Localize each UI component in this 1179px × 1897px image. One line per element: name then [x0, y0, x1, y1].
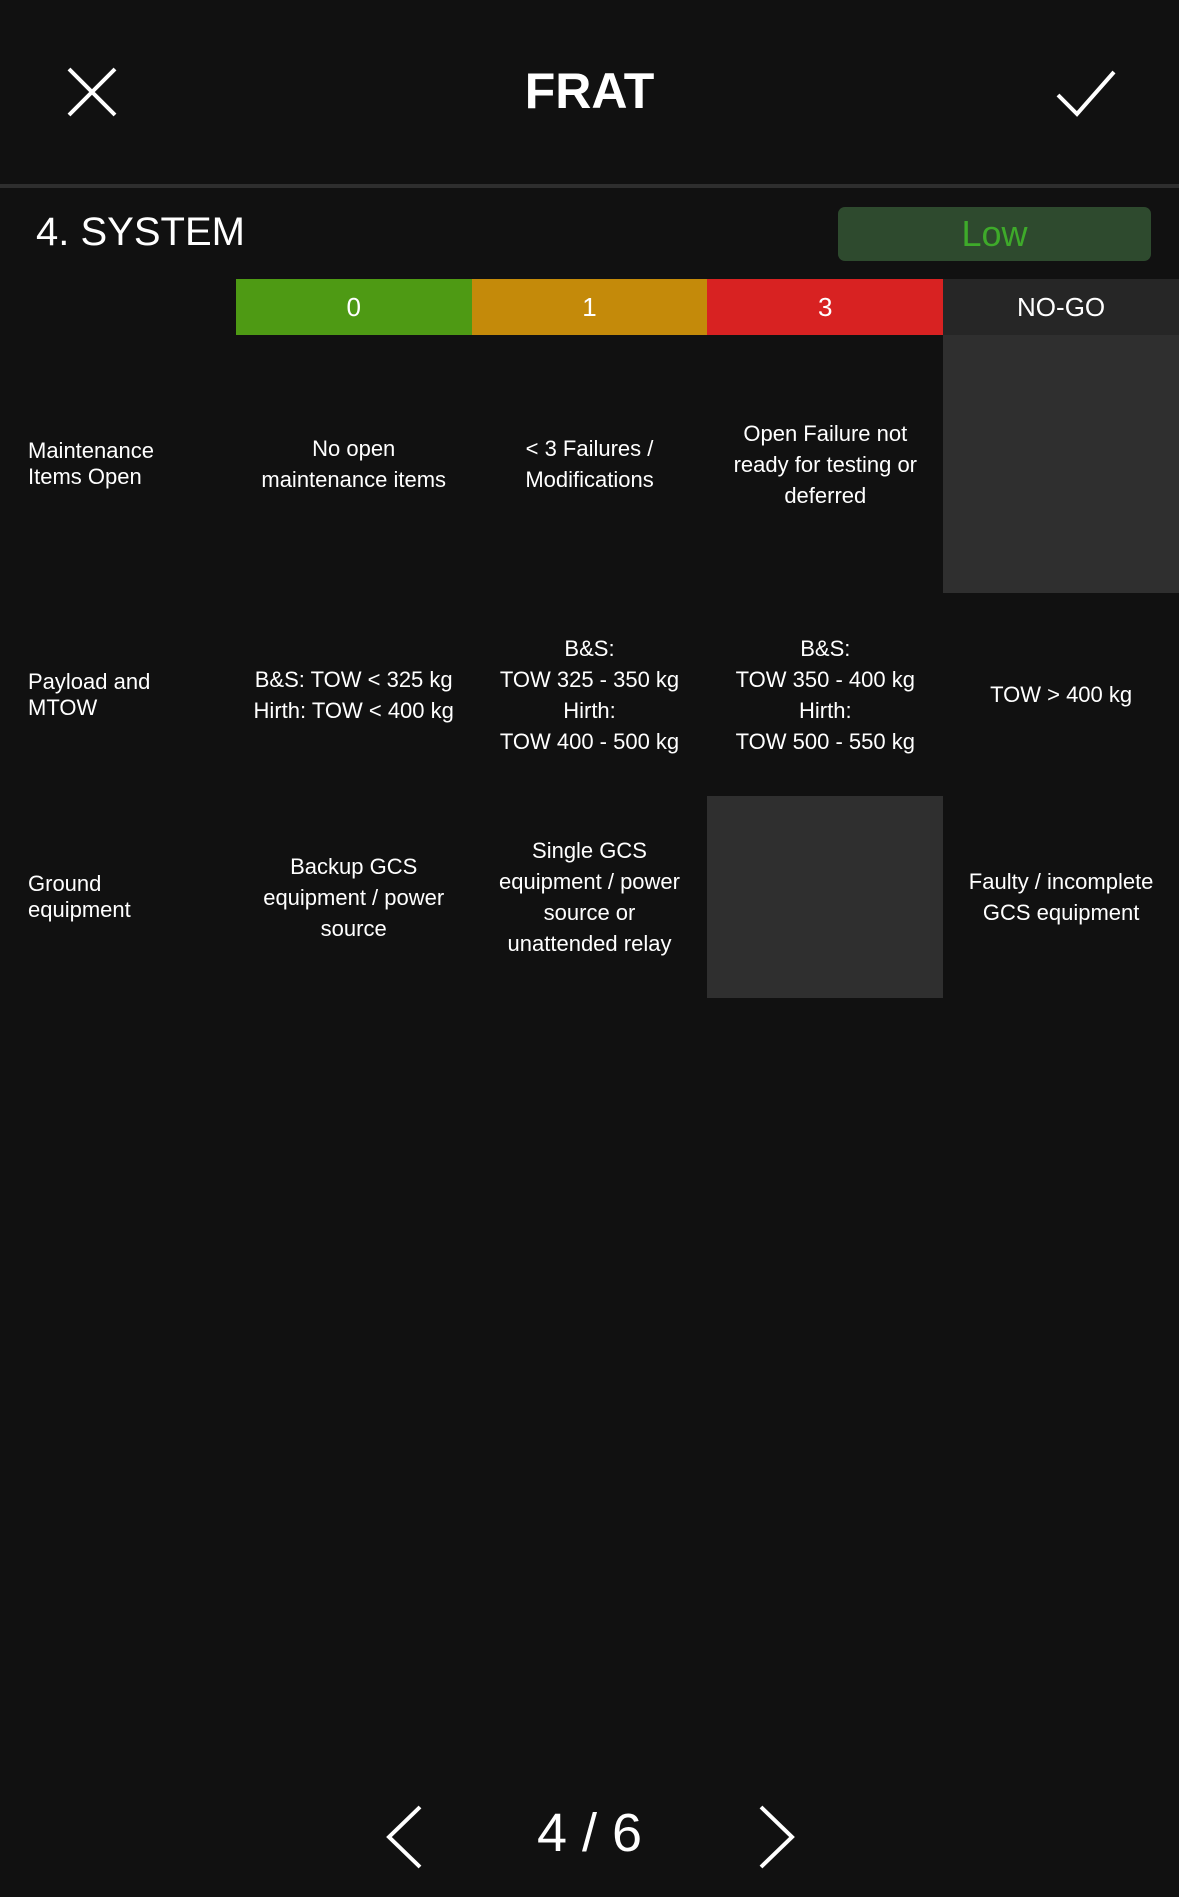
risk-option-cell[interactable]: B&S: TOW < 325 kg Hirth: TOW < 400 kg [253, 666, 454, 723]
pagination: 4 / 6 [0, 1790, 1179, 1880]
risk-option-cell[interactable]: Backup GCS equipment / power source [263, 853, 445, 941]
empty-cell [943, 335, 1179, 593]
column-header: 0 [235, 279, 472, 335]
risk-option-cell[interactable]: < 3 Failures / Modifications [525, 436, 654, 492]
column-header-row: 0 1 3 NO-GO [0, 279, 1179, 335]
risk-option-cell[interactable]: Faulty / incomplete GCS equipment [968, 869, 1154, 925]
risk-option-cell[interactable]: TOW > 400 kg [990, 682, 1133, 707]
risk-matrix: 0 1 3 NO-GO Maintenance Items Open No open ma… [0, 279, 1179, 998]
close-icon [67, 67, 117, 117]
prev-page-button[interactable] [384, 1804, 424, 1875]
top-bar: FRAT [0, 0, 1179, 184]
table-row: Ground equipment Backup GCS equipment / p… [0, 796, 1179, 998]
section-title: 4. SYSTEM [36, 210, 245, 254]
close-button[interactable] [66, 66, 118, 123]
risk-option-cell[interactable]: Single GCS equipment / power source or u… [499, 838, 680, 956]
column-header: NO-GO [943, 279, 1179, 335]
chevron-right-icon [759, 1805, 795, 1869]
chevron-left-icon [386, 1805, 422, 1869]
risk-option-cell[interactable]: Open Failure not ready for testing or de… [733, 420, 918, 508]
risk-level-badge: Low [838, 207, 1151, 261]
risk-option-cell[interactable]: B&S: TOW 325 - 350 kg Hirth: TOW 400 - 5… [499, 635, 680, 754]
header-spacer [0, 279, 236, 335]
column-header: 3 [707, 279, 944, 335]
confirm-button[interactable] [1055, 68, 1117, 123]
header-divider [0, 184, 1179, 188]
app-title: FRAT [524, 63, 655, 119]
row-label: Ground equipment [28, 871, 131, 922]
table-row: Payload and MTOW B&S: TOW < 325 kg Hirth:… [0, 593, 1179, 796]
column-header: 1 [471, 279, 708, 335]
table-row: Maintenance Items Open No open maintenanc… [0, 335, 1179, 593]
row-label: Payload and MTOW [28, 668, 151, 720]
next-page-button[interactable] [757, 1804, 797, 1875]
check-icon [1056, 70, 1116, 117]
page-indicator: 4 / 6 [536, 1803, 643, 1863]
row-label: Maintenance Items Open [28, 438, 154, 489]
empty-cell [707, 796, 944, 998]
risk-option-cell[interactable]: B&S: TOW 350 - 400 kg Hirth: TOW 500 - 5… [735, 635, 915, 754]
risk-option-cell[interactable]: No open maintenance items [261, 436, 447, 492]
